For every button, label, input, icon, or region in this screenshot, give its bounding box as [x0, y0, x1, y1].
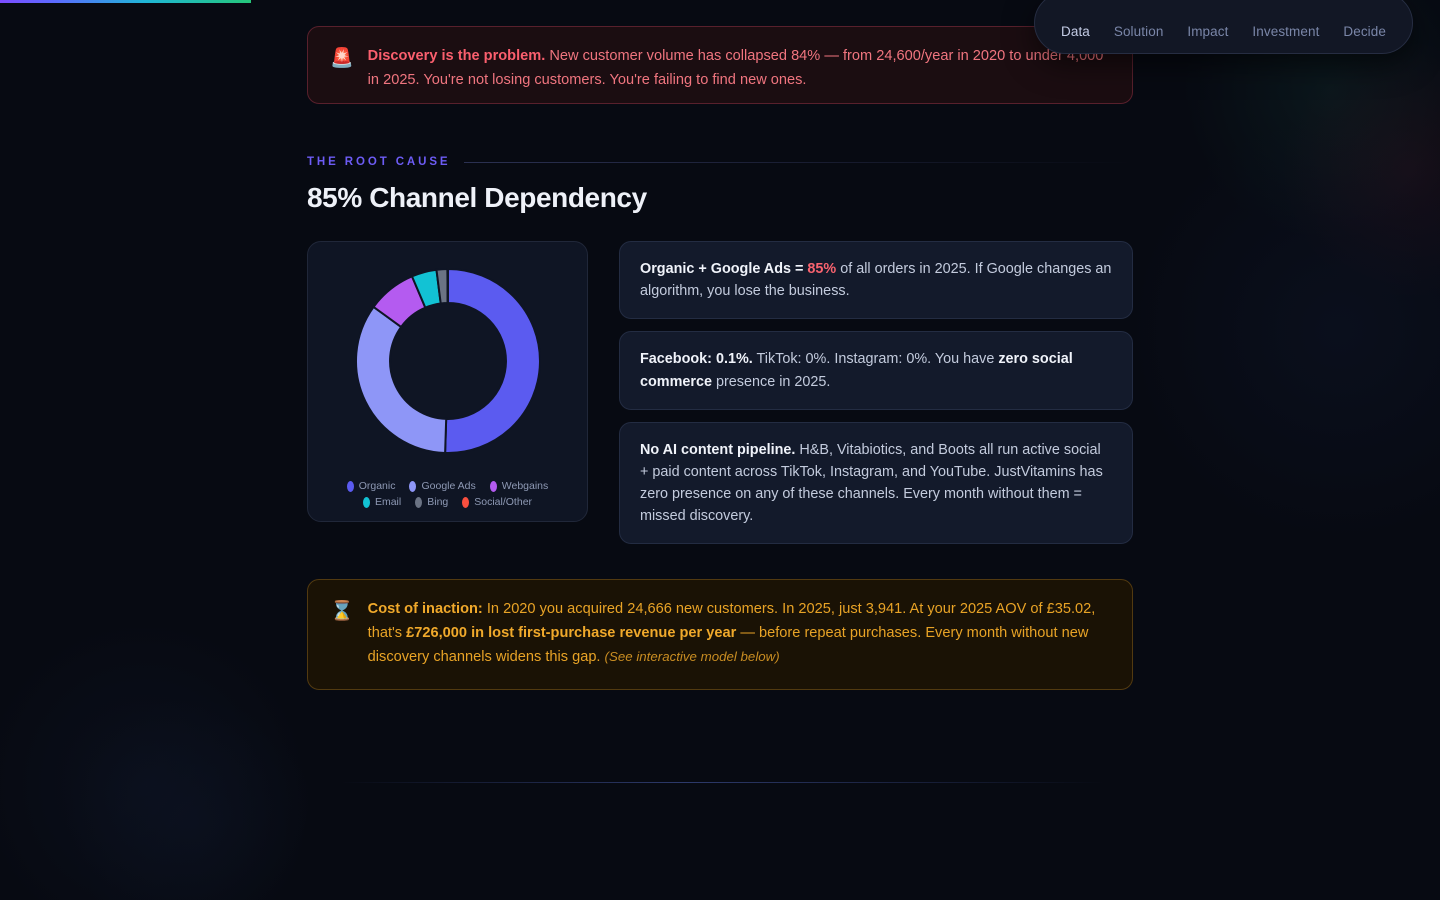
- background-glow-navy: [1130, 120, 1440, 540]
- insight-bold-2: zero social commerce: [640, 351, 1073, 390]
- donut-slice-organic[interactable]: [443, 267, 541, 454]
- legend-label: Google Ads: [421, 480, 476, 492]
- insight-body-1: TikTok: 0%. Instagram: 0%. You have: [752, 351, 999, 368]
- discovery-alert-text: Discovery is the problem. New customer v…: [368, 45, 1110, 92]
- channel-breakdown-row: Organic Google Ads Webgains Email Bing Social…: [307, 241, 1133, 545]
- rotating-light-icon: 🚨: [330, 48, 354, 69]
- legend-swatch-icon: [362, 496, 370, 508]
- nav-item-data[interactable]: Data: [1061, 24, 1090, 39]
- channel-donut-card: Organic Google Ads Webgains Email Bing Social…: [307, 241, 588, 522]
- legend-label: Email: [374, 496, 402, 508]
- insight-highlight: 85%: [807, 261, 837, 277]
- background-glow-red: [1280, 40, 1440, 300]
- nav-item-decide[interactable]: Decide: [1343, 24, 1386, 39]
- cost-lead: Cost of inaction:: [367, 601, 483, 618]
- background-glow-lower-left: [0, 620, 310, 900]
- section-title: 85% Channel Dependency: [307, 182, 647, 213]
- discovery-alert-body: New customer volume has collapsed 84% — …: [367, 48, 1104, 88]
- legend-item-bing[interactable]: Bing: [415, 496, 448, 508]
- legend-swatch-icon: [346, 480, 354, 492]
- insight-card-text: Facebook: 0.1%. TikTok: 0%. Instagram: 0…: [640, 348, 1112, 392]
- insight-body: of all orders in 2025. If Google changes…: [640, 261, 1112, 300]
- legend-item-webgains[interactable]: Webgains: [489, 480, 549, 492]
- donut-chart-svg[interactable]: [323, 251, 573, 471]
- section-divider: [340, 782, 1105, 783]
- legend-label: Bing: [427, 496, 449, 508]
- donut-legend: Organic Google Ads Webgains Email Bing Social…: [308, 480, 587, 508]
- legend-item-google-ads[interactable]: Google Ads: [409, 480, 476, 492]
- insight-lead: Facebook: 0.1%.: [640, 351, 753, 368]
- discovery-alert-banner: 🚨 Discovery is the problem. New customer…: [307, 26, 1133, 104]
- cost-body-2: — before repeat purchases. Every month w…: [367, 625, 1089, 665]
- legend-item-social-other[interactable]: Social/Other: [462, 496, 532, 508]
- legend-swatch-icon: [415, 496, 423, 508]
- main-content: 🚨 Discovery is the problem. New customer…: [307, 0, 1133, 691]
- scroll-progress-fill: [0, 0, 251, 3]
- insight-card-content-pipeline: No AI content pipeline. H&B, Vitabiotics…: [619, 421, 1133, 545]
- donut-slice-social-other[interactable]: [445, 267, 449, 305]
- section-header: THE ROOT CAUSE 85% Channel Dependency: [307, 156, 1133, 214]
- scroll-progress-bar: [0, 0, 1440, 3]
- donut-chart[interactable]: [323, 251, 573, 476]
- legend-label: Social/Other: [474, 496, 533, 508]
- section-nav[interactable]: Data Solution Impact Investment Decide: [1034, 0, 1413, 54]
- cost-note: (See interactive model below): [604, 648, 780, 664]
- insight-card-channel-concentration: Organic + Google Ads = 85% of all orders…: [619, 241, 1133, 320]
- hourglass-icon: ⌛: [330, 601, 354, 623]
- legend-swatch-icon: [489, 480, 497, 492]
- insight-lead: Organic + Google Ads =: [640, 261, 808, 277]
- section-eyebrow-row: THE ROOT CAUSE: [307, 156, 1133, 168]
- cost-body-1: In 2020 you acquired 24,666 new customer…: [367, 601, 1096, 642]
- legend-label: Organic: [358, 480, 396, 492]
- section-eyebrow-rule: [464, 161, 1133, 163]
- legend-swatch-icon: [409, 480, 417, 492]
- nav-item-impact[interactable]: Impact: [1187, 24, 1229, 39]
- legend-label: Webgains: [501, 480, 549, 492]
- cost-bold-2: £726,000 in lost first-purchase revenue …: [406, 625, 737, 642]
- legend-item-email[interactable]: Email: [362, 496, 402, 508]
- section-eyebrow: THE ROOT CAUSE: [307, 156, 451, 168]
- insight-body: H&B, Vitabiotics, and Boots all run acti…: [640, 441, 1103, 525]
- insight-card-social-commerce: Facebook: 0.1%. TikTok: 0%. Instagram: 0…: [619, 331, 1133, 410]
- nav-item-solution[interactable]: Solution: [1113, 24, 1164, 39]
- insight-lead: No AI content pipeline.: [640, 441, 796, 458]
- donut-slice-google-ads[interactable]: [354, 305, 447, 454]
- background-glow-lower-left-2: [60, 700, 320, 900]
- insight-card-text: Organic + Google Ads = 85% of all orders…: [640, 258, 1112, 302]
- cost-of-inaction-banner: ⌛ Cost of inaction: In 2020 you acquired…: [307, 579, 1133, 691]
- insight-card-list: Organic + Google Ads = 85% of all orders…: [619, 241, 1133, 545]
- cost-of-inaction-text: Cost of inaction: In 2020 you acquired 2…: [368, 598, 1110, 669]
- insight-card-text: No AI content pipeline. H&B, Vitabiotics…: [640, 439, 1112, 528]
- insight-body-2: presence in 2025.: [712, 373, 831, 390]
- discovery-alert-lead: Discovery is the problem.: [367, 48, 546, 64]
- legend-item-organic[interactable]: Organic: [346, 480, 396, 492]
- legend-swatch-icon: [462, 496, 470, 508]
- nav-item-investment[interactable]: Investment: [1252, 24, 1320, 39]
